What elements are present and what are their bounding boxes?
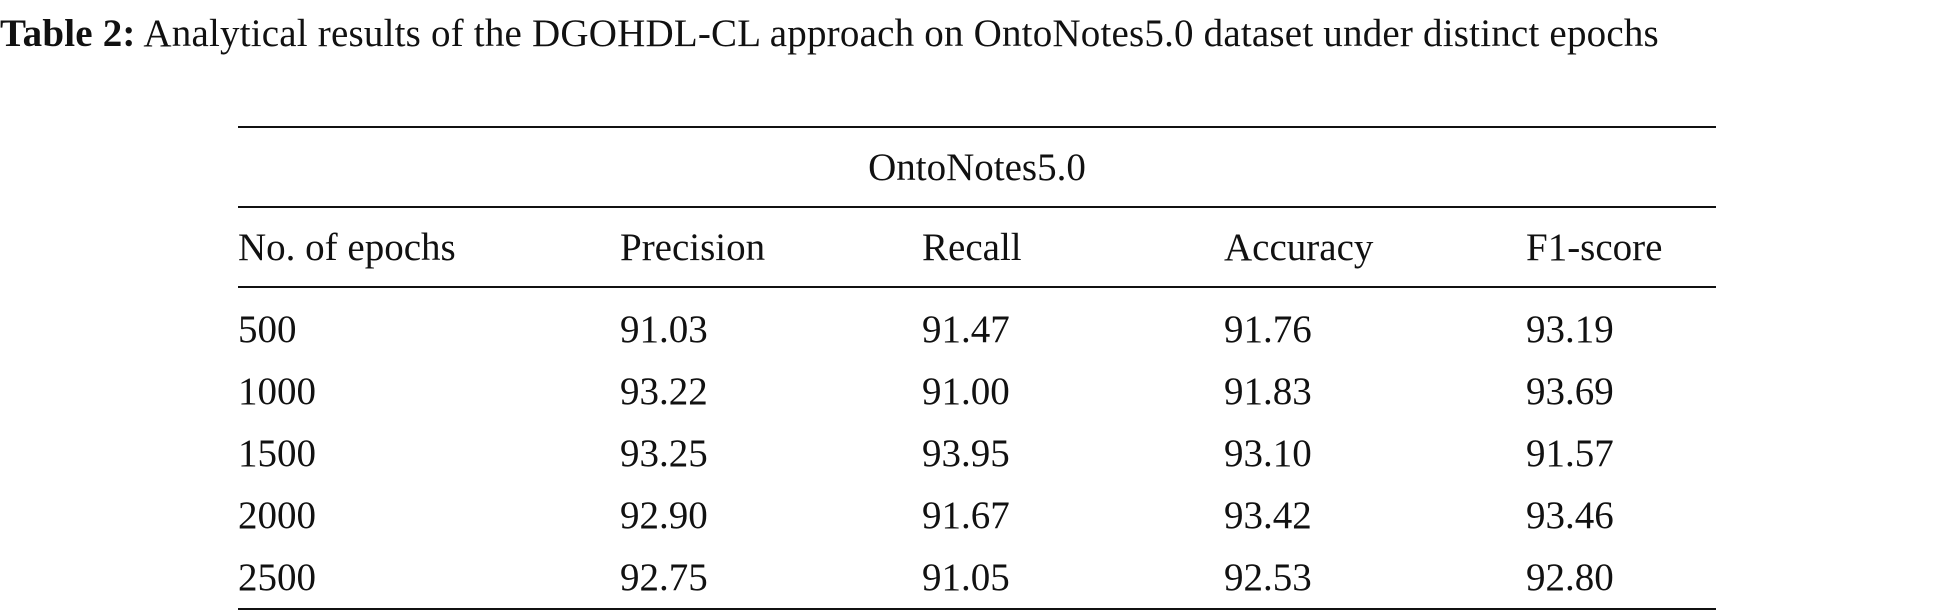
cell-recall: 91.47 (922, 307, 1010, 351)
cell-accuracy: 93.10 (1224, 431, 1312, 475)
column-header-accuracy: Accuracy (1224, 225, 1374, 269)
group-header-row: OntoNotes5.0 (238, 127, 1716, 207)
cell-f1-score: 93.46 (1526, 493, 1614, 537)
table-row: 500 91.03 91.47 91.76 93.19 (238, 287, 1716, 360)
column-header-epochs: No. of epochs (238, 225, 456, 269)
cell-f1-score: 91.57 (1526, 431, 1614, 475)
results-table: OntoNotes5.0 No. of epochs Precision Rec… (238, 126, 1716, 610)
cell-f1-score: 93.19 (1526, 307, 1614, 351)
column-header-f1-score: F1-score (1526, 225, 1663, 269)
column-header-precision: Precision (620, 225, 766, 269)
table-row: 2500 92.75 91.05 92.53 92.80 (238, 546, 1716, 609)
cell-f1-score: 92.80 (1526, 555, 1614, 599)
cell-recall: 91.67 (922, 493, 1010, 537)
table-row: 1000 93.22 91.00 91.83 93.69 (238, 360, 1716, 422)
cell-precision: 92.75 (620, 555, 708, 599)
table-caption-text: Analytical results of the DGOHDL-CL appr… (135, 12, 1659, 55)
dataset-group-header: OntoNotes5.0 (868, 145, 1086, 189)
cell-epochs: 1500 (238, 431, 316, 475)
cell-accuracy: 91.83 (1224, 369, 1312, 413)
table-caption-label: Table 2: (0, 12, 136, 55)
cell-accuracy: 93.42 (1224, 493, 1312, 537)
cell-precision: 93.22 (620, 369, 708, 413)
cell-recall: 93.95 (922, 431, 1010, 475)
cell-f1-score: 93.69 (1526, 369, 1614, 413)
cell-recall: 91.00 (922, 369, 1010, 413)
cell-precision: 92.90 (620, 493, 708, 537)
table-row: 1500 93.25 93.95 93.10 91.57 (238, 422, 1716, 484)
cell-epochs: 2000 (238, 493, 316, 537)
cell-epochs: 500 (238, 307, 297, 351)
cell-precision: 91.03 (620, 307, 708, 351)
cell-precision: 93.25 (620, 431, 708, 475)
table-caption: Table 2: Analytical results of the DGOHD… (0, 6, 1954, 62)
cell-accuracy: 91.76 (1224, 307, 1312, 351)
cell-accuracy: 92.53 (1224, 555, 1312, 599)
column-header-row: No. of epochs Precision Recall Accuracy … (238, 207, 1716, 287)
results-table-container: OntoNotes5.0 No. of epochs Precision Rec… (238, 126, 1716, 610)
cell-epochs: 2500 (238, 555, 316, 599)
cell-epochs: 1000 (238, 369, 316, 413)
table-row: 2000 92.90 91.67 93.42 93.46 (238, 484, 1716, 546)
cell-recall: 91.05 (922, 555, 1010, 599)
column-header-recall: Recall (922, 225, 1022, 269)
